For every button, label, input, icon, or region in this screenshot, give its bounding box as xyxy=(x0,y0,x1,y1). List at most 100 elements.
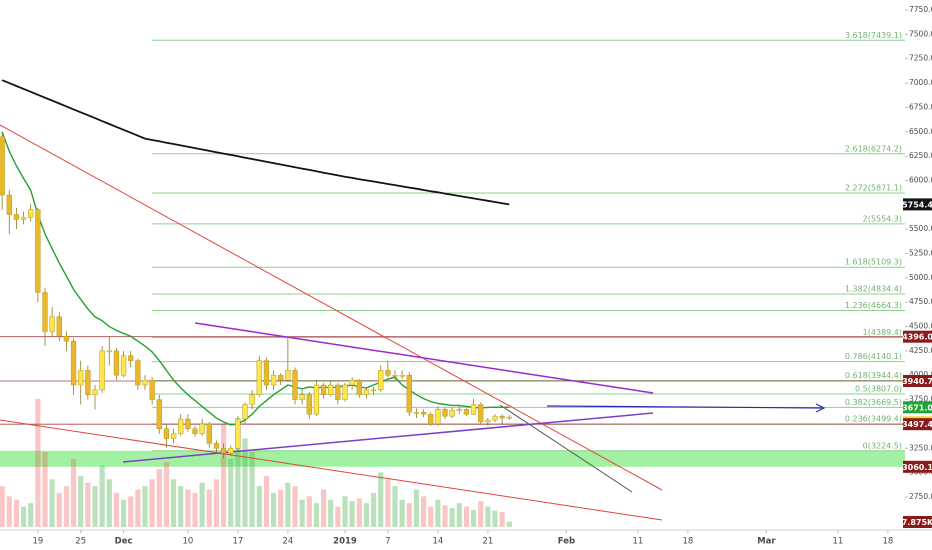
volume-bar xyxy=(142,486,148,527)
candle-body xyxy=(249,394,255,405)
volume-bar xyxy=(106,479,112,527)
candle-body xyxy=(106,350,112,353)
candle-body xyxy=(42,292,48,332)
volume-bar xyxy=(235,417,241,527)
candle-body xyxy=(363,389,370,395)
candle-body xyxy=(285,370,291,381)
candle-body xyxy=(113,350,120,376)
volume-bar xyxy=(63,486,70,527)
candle-body xyxy=(470,404,477,415)
fib-label: 0.5(3807.0) xyxy=(855,385,902,394)
candle-body xyxy=(392,374,398,377)
candle-body xyxy=(185,418,191,430)
candle-body xyxy=(456,409,462,411)
candle-body xyxy=(349,379,355,386)
price-label: 5754.4 xyxy=(902,200,932,209)
volume-bar xyxy=(156,469,162,527)
fib-label: 0.382(3669.5) xyxy=(845,398,902,407)
fib-label: 0(3224.5) xyxy=(863,441,902,450)
candle-body xyxy=(499,415,505,419)
candle-body xyxy=(435,409,441,425)
candle-body xyxy=(170,433,177,439)
arrow-line xyxy=(546,405,823,409)
fib-label: 1(4389.4) xyxy=(863,328,902,337)
volume-bar xyxy=(220,424,227,527)
candle-body xyxy=(320,384,327,395)
volume-bar xyxy=(13,499,20,527)
volume-bar xyxy=(328,499,334,527)
x-tick-label: Mar xyxy=(757,537,776,547)
volume-bar xyxy=(128,496,134,527)
volume-bar xyxy=(406,503,412,527)
y-tick-label: 5000.0 xyxy=(909,273,932,282)
y-tick-label: 4750.0 xyxy=(909,297,932,306)
trend-line xyxy=(122,412,654,463)
fib-label: 2.272(5871.1) xyxy=(845,184,902,193)
volume-bar xyxy=(442,505,448,527)
volume-bar xyxy=(413,489,420,527)
y-tick-label: 7250.0 xyxy=(909,54,932,63)
x-tick-label: 19 xyxy=(32,537,43,547)
candle-body xyxy=(413,412,420,414)
y-tick-label: 6250.0 xyxy=(909,151,932,160)
candle-body xyxy=(406,374,412,413)
candle-body xyxy=(463,409,470,415)
x-tick-label: 7 xyxy=(385,537,390,547)
volume-bar xyxy=(78,475,84,527)
volume-bar xyxy=(192,492,198,527)
candle-body xyxy=(270,374,277,386)
price-label-box xyxy=(903,418,932,431)
fib-label: 1.618(5109.3) xyxy=(845,258,902,267)
candle-body xyxy=(299,394,305,400)
x-tick-label: Feb xyxy=(558,537,575,547)
candle-body xyxy=(399,374,405,377)
y-tick-label: 7000.0 xyxy=(909,78,932,87)
x-tick-label: 25 xyxy=(75,537,86,547)
volume-bar xyxy=(149,479,155,527)
trend-line xyxy=(0,419,663,521)
zone-layer xyxy=(0,450,905,467)
volume-bar xyxy=(178,486,184,527)
y-tick-label: 4000.0 xyxy=(909,370,932,379)
candle-body xyxy=(6,194,12,215)
volume-bar xyxy=(278,489,284,527)
candle-body xyxy=(163,428,170,439)
volume-bar xyxy=(370,492,377,527)
volume-bar xyxy=(478,501,484,527)
volume-bar xyxy=(299,499,305,527)
drawings xyxy=(0,124,826,521)
candle-body xyxy=(342,384,348,400)
ma-line xyxy=(1,79,510,206)
candle-body xyxy=(492,415,498,421)
volume-bar xyxy=(378,472,384,527)
candle-body xyxy=(242,404,248,420)
volume-bar xyxy=(28,503,34,527)
volume-bar xyxy=(163,462,170,527)
candle-body xyxy=(20,217,27,220)
y-tick-label: 4250.0 xyxy=(909,346,932,355)
candle-body xyxy=(149,379,155,400)
y-tick-label: 7750.0 xyxy=(909,5,932,14)
candle-body xyxy=(256,360,262,395)
volume-bar xyxy=(206,489,212,527)
y-tick-label: 4500.0 xyxy=(909,322,932,331)
axis-layer: 2750.03000.03250.03500.03750.04000.04250… xyxy=(0,5,932,547)
volume-bar xyxy=(256,486,262,527)
candle-body xyxy=(220,448,227,454)
y-tick-label: 7500.0 xyxy=(909,29,932,38)
volume-bar xyxy=(392,486,398,527)
volume-bar xyxy=(242,438,248,527)
volume-bar xyxy=(335,506,341,527)
candle-body xyxy=(263,360,270,386)
candle-body xyxy=(128,355,134,361)
price-label: 7.875K xyxy=(902,518,932,527)
price-label: 3940.7 xyxy=(902,377,932,386)
candle-body xyxy=(13,214,20,220)
volume-bar xyxy=(385,479,391,527)
candle-body xyxy=(28,209,34,218)
volume-bar xyxy=(342,496,348,527)
volume-bar xyxy=(428,506,434,527)
